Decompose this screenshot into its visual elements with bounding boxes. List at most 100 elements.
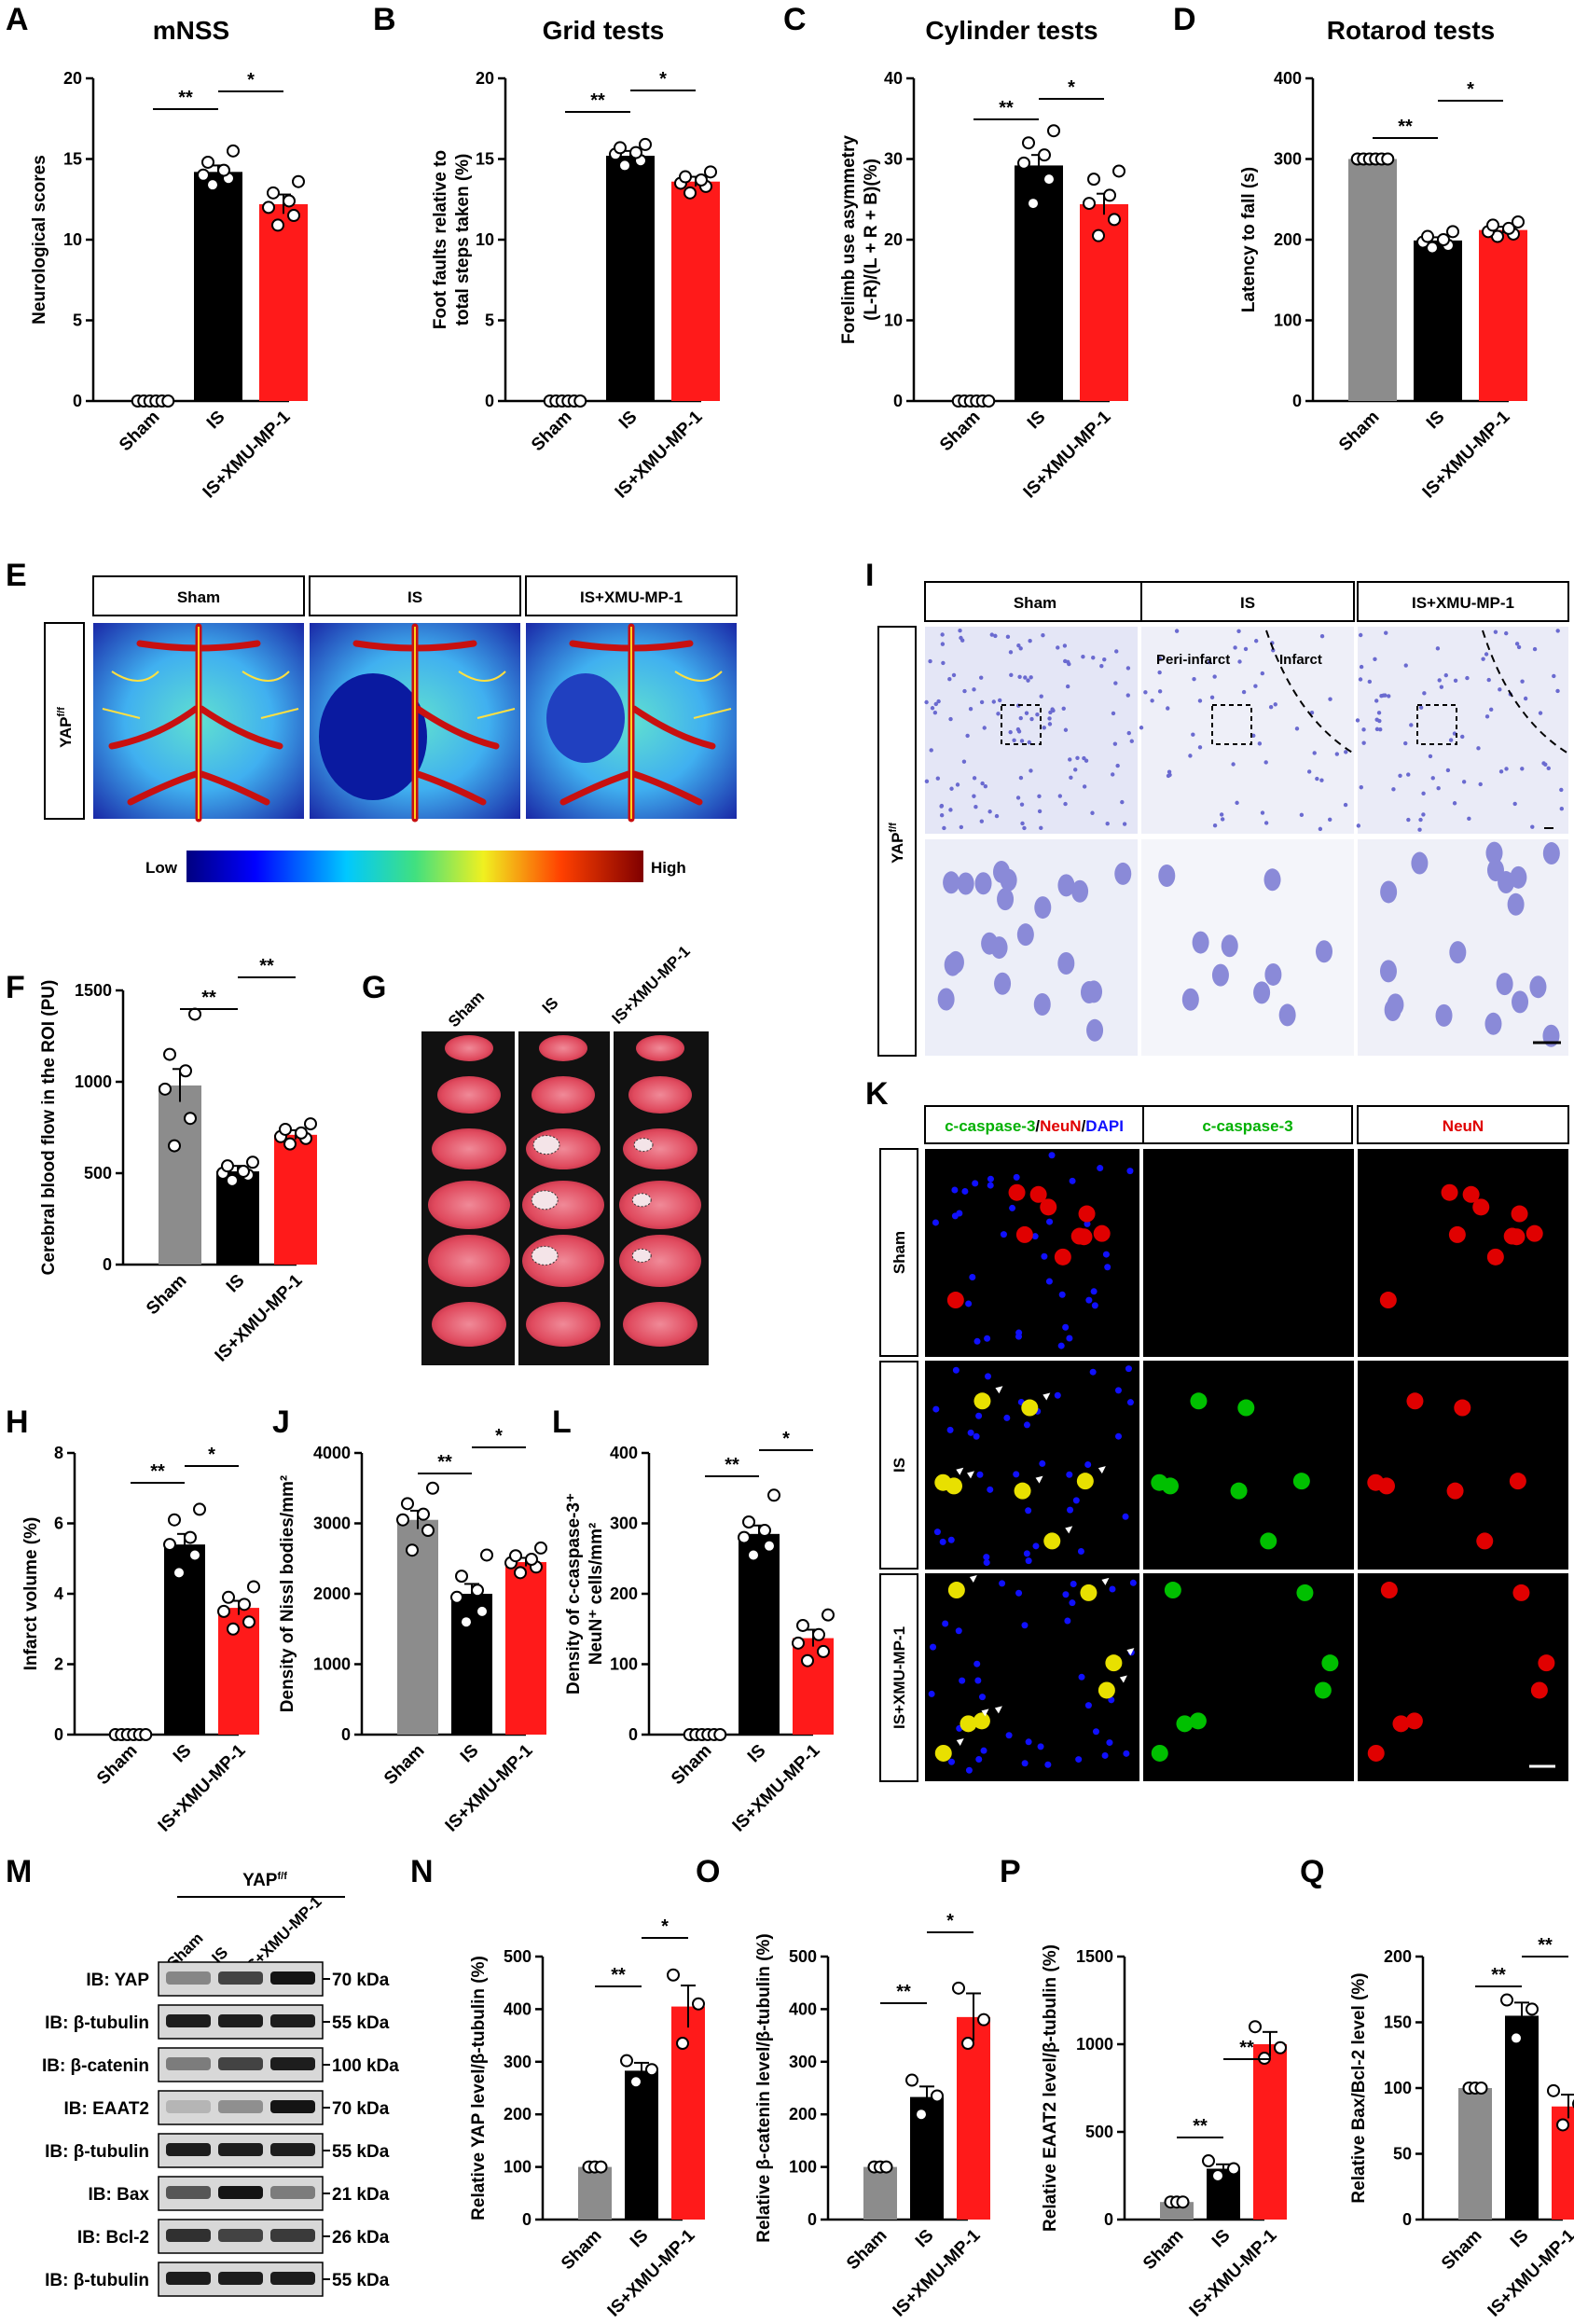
data-point xyxy=(977,2013,990,2027)
nissl-cell-zoom xyxy=(1379,960,1397,983)
dapi-nucleus xyxy=(932,1405,940,1413)
nissl-cell xyxy=(1467,816,1471,822)
category-label: Sham xyxy=(1139,2226,1187,2274)
dapi-nucleus xyxy=(1084,1702,1092,1709)
nissl-cell xyxy=(1387,694,1391,699)
data-point xyxy=(931,2089,944,2103)
data-point xyxy=(421,1524,435,1538)
if-header-box-neun xyxy=(1357,1105,1569,1144)
panel-label-q: Q xyxy=(1300,1854,1324,1889)
data-point xyxy=(221,1159,234,1173)
category-label: IS xyxy=(1423,408,1449,434)
nissl-cell xyxy=(1188,754,1193,758)
laser-header-is: IS xyxy=(407,588,422,606)
chart-cerebral-blood-flow: 0 500 1000 1500 Cerebral blood flow in the R… xyxy=(39,956,317,1366)
nissl-cell xyxy=(1041,632,1045,638)
zoom-box-xmu xyxy=(1416,704,1457,745)
nissl-cell xyxy=(1018,715,1023,721)
nissl-row-label: YAPf/f xyxy=(888,823,906,864)
nissl-cell xyxy=(1254,639,1259,643)
nissl-cell xyxy=(1029,768,1033,773)
data-point xyxy=(618,159,631,173)
dapi-nucleus xyxy=(999,1580,1006,1587)
brain-slice xyxy=(437,1076,501,1114)
nissl-cell xyxy=(1061,706,1066,711)
blot-band xyxy=(270,2014,315,2027)
blot-band xyxy=(218,2272,263,2285)
dapi-nucleus xyxy=(1066,1471,1073,1478)
dapi-nucleus xyxy=(973,1660,981,1667)
bar xyxy=(578,2166,612,2220)
nissl-cell xyxy=(1476,746,1481,751)
nissl-cell xyxy=(1237,659,1242,664)
data-point xyxy=(267,186,280,200)
sig-label: ** xyxy=(590,90,605,111)
nissl-cell xyxy=(982,726,987,730)
nissl-cell xyxy=(979,699,985,705)
laser-image-is xyxy=(310,623,520,823)
ttc-header-xmu: IS+XMU-MP-1 xyxy=(608,942,693,1027)
y-axis-label: Density of c-caspase-3⁺ xyxy=(564,1493,584,1695)
data-point xyxy=(460,1615,473,1629)
bar xyxy=(216,1171,259,1265)
nissl-cell xyxy=(1373,657,1377,661)
nissl-cell xyxy=(1139,726,1144,730)
dapi-nucleus xyxy=(946,1426,954,1433)
laser-row-label: YAPf/f xyxy=(56,707,75,748)
data-point xyxy=(193,1502,206,1516)
dapi-nucleus xyxy=(1101,1751,1109,1759)
nissl-cell xyxy=(987,809,992,814)
blot-band xyxy=(218,1971,263,1985)
nissl-cell xyxy=(1493,629,1498,634)
nissl-cell xyxy=(1105,822,1110,826)
y-tick-label: 20 xyxy=(63,69,82,88)
y-tick-label: 15 xyxy=(476,150,494,169)
panel-label-c: C xyxy=(783,2,807,37)
data-point xyxy=(1103,188,1116,202)
merge-cell xyxy=(947,1582,965,1599)
nissl-cell xyxy=(1023,675,1028,680)
nissl-cell xyxy=(1273,702,1277,707)
nissl-cell xyxy=(1027,740,1032,745)
dapi-nucleus xyxy=(1126,1399,1134,1406)
y-axis-label: Neurological scores xyxy=(30,155,49,325)
blot-row-label: IB: β-tubulin xyxy=(45,2013,149,2033)
neun-cell xyxy=(1405,1712,1423,1730)
dapi-nucleus xyxy=(1009,1204,1016,1211)
data-point xyxy=(683,186,697,200)
dapi-nucleus xyxy=(1048,1152,1056,1159)
nissl-cell xyxy=(1220,817,1225,822)
sig-label: ** xyxy=(1398,117,1413,137)
y-tick-label: 200 xyxy=(1384,1947,1412,1966)
nissl-cell xyxy=(980,781,985,786)
y-axis-label: (L-R)/(L + R + B)(%) xyxy=(862,159,881,321)
y-tick-label: 6 xyxy=(54,1515,63,1533)
dapi-nucleus xyxy=(1058,1291,1066,1298)
category-label: IS xyxy=(223,1271,249,1297)
nissl-cell xyxy=(1439,685,1444,689)
nissl-cell xyxy=(1504,630,1509,636)
y-tick-label: 15 xyxy=(63,150,82,169)
nissl-cell xyxy=(1356,823,1361,828)
nissl-cell xyxy=(951,672,957,678)
y-tick-label: 100 xyxy=(789,2158,817,2177)
panel-label-d: D xyxy=(1173,2,1196,37)
nissl-cell xyxy=(1020,821,1025,826)
blot-kda-label: 70 kDa xyxy=(332,1971,390,1990)
data-point xyxy=(645,2063,658,2077)
data-point xyxy=(1042,173,1056,187)
nissl-cell xyxy=(947,677,952,682)
sig-label: ** xyxy=(896,1982,911,2002)
y-tick-label: 500 xyxy=(84,1164,112,1183)
data-point xyxy=(283,194,296,208)
if-header-box-caspase xyxy=(1142,1105,1353,1144)
nissl-cell xyxy=(1378,727,1383,732)
ttc-header-sham: Sham xyxy=(445,988,488,1031)
data-point xyxy=(1510,2031,1523,2045)
caspase-cell xyxy=(1314,1681,1332,1699)
chart-nissl-density: 0 1000 2000 3000 4000 Density of Nissl bodies… xyxy=(278,1426,547,1836)
nissl-cell xyxy=(1465,675,1470,681)
data-point xyxy=(1202,2154,1215,2168)
category-label: Sham xyxy=(528,408,575,455)
dapi-nucleus xyxy=(980,1747,987,1754)
